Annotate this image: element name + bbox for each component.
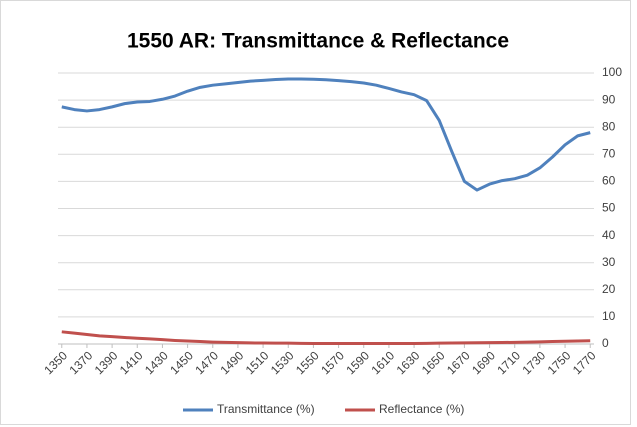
chart-title: 1550 AR: Transmittance & Reflectance [127,30,509,53]
legend-label: Transmittance (%) [217,402,315,416]
y-tick-label: 100 [602,65,622,79]
y-tick-label: 70 [602,146,616,160]
series-line [61,77,591,192]
y-tick-label: 60 [602,174,616,188]
y-tick-label: 90 [602,92,616,106]
series-line [61,330,591,345]
y-tick-label: 30 [602,255,616,269]
y-tick-label: 80 [602,119,616,133]
y-tick-label: 0 [602,336,609,350]
legend-label: Reflectance (%) [379,402,464,416]
y-tick-label: 40 [602,228,616,242]
y-tick-label: 20 [602,282,616,296]
y-tick-label: 10 [602,309,616,323]
y-tick-label: 50 [602,201,616,215]
